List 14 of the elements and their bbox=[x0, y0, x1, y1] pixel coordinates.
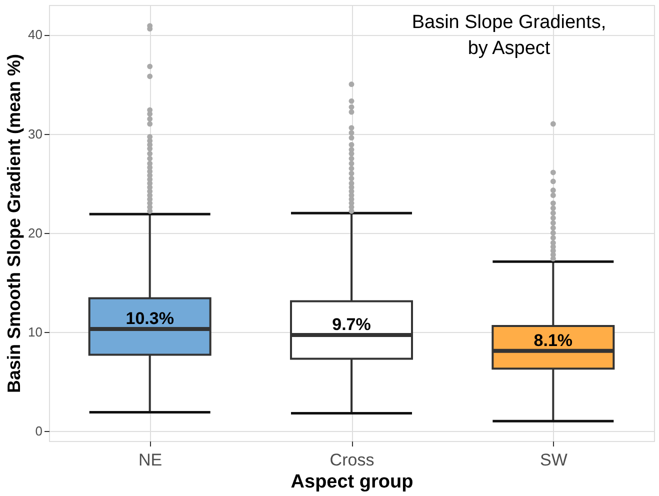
y-tick-label: 10 bbox=[28, 324, 42, 340]
x-tick-label: SW bbox=[540, 450, 568, 470]
x-axis-title: Aspect group bbox=[290, 472, 414, 492]
y-tick-label: 30 bbox=[28, 126, 42, 142]
y-tick-label: 20 bbox=[28, 225, 42, 240]
y-tick-label: 40 bbox=[28, 27, 42, 42]
x-tick-label: Cross bbox=[330, 450, 374, 470]
text: 10.3% bbox=[126, 309, 174, 328]
y-axis-title: Basin Smooth Slope Gradient (mean %) bbox=[4, 54, 24, 394]
x-tick-label: NE bbox=[138, 450, 162, 470]
text: 9.7% bbox=[332, 314, 371, 334]
text: 8.1% bbox=[534, 330, 573, 350]
text: Basin Slope Gradients, by Aspect bbox=[412, 12, 606, 59]
y-tick-label: 0 bbox=[35, 424, 42, 439]
